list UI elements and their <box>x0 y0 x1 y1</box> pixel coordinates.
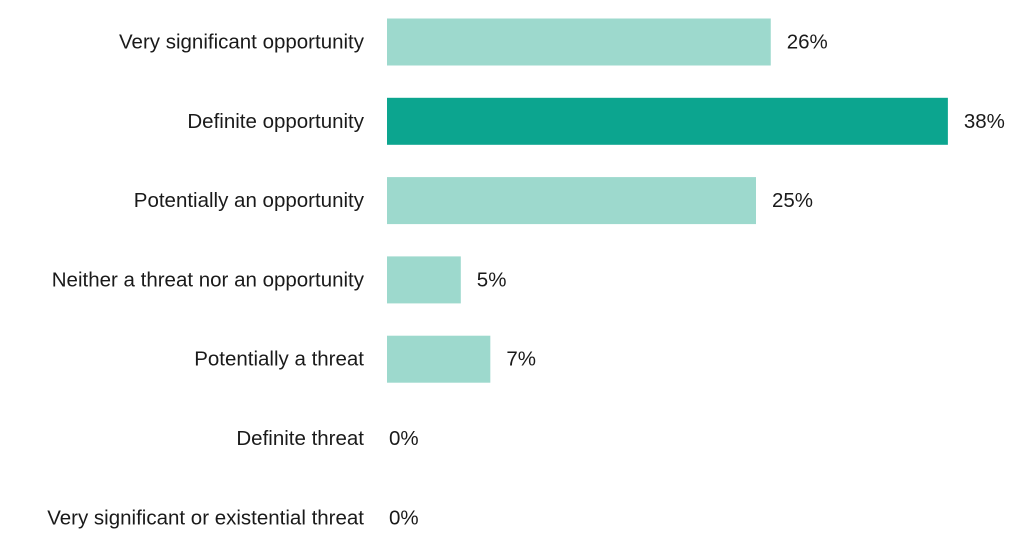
category-label: Definite threat <box>236 427 364 450</box>
category-label: Very significant or existential threat <box>47 506 364 529</box>
category-label: Neither a threat nor an opportunity <box>52 268 365 291</box>
bar-row: Definite threat 0% <box>236 427 418 450</box>
bar <box>387 18 771 66</box>
bar <box>387 335 491 383</box>
category-label: Definite opportunity <box>187 110 364 133</box>
category-label: Potentially a threat <box>194 348 364 371</box>
value-label: 7% <box>506 348 536 371</box>
category-label: Very significant opportunity <box>119 31 365 54</box>
bar-row: Neither a threat nor an opportunity 5% <box>52 256 507 304</box>
value-label: 0% <box>389 506 419 529</box>
bar <box>387 256 461 304</box>
bar <box>387 97 948 145</box>
value-label: 38% <box>964 110 1005 133</box>
value-label: 5% <box>477 268 507 291</box>
bar-row: Potentially a threat 7% <box>194 335 536 383</box>
bar-row: Potentially an opportunity 25% <box>134 177 813 225</box>
value-label: 0% <box>389 427 419 450</box>
value-label: 26% <box>787 31 828 54</box>
bar-row: Very significant opportunity 26% <box>119 18 828 66</box>
value-label: 25% <box>772 189 813 212</box>
bar-row: Very significant or existential threat 0% <box>47 506 418 529</box>
bar-row: Definite opportunity 38% <box>187 97 1005 145</box>
category-label: Potentially an opportunity <box>134 189 365 212</box>
bar <box>387 177 756 225</box>
